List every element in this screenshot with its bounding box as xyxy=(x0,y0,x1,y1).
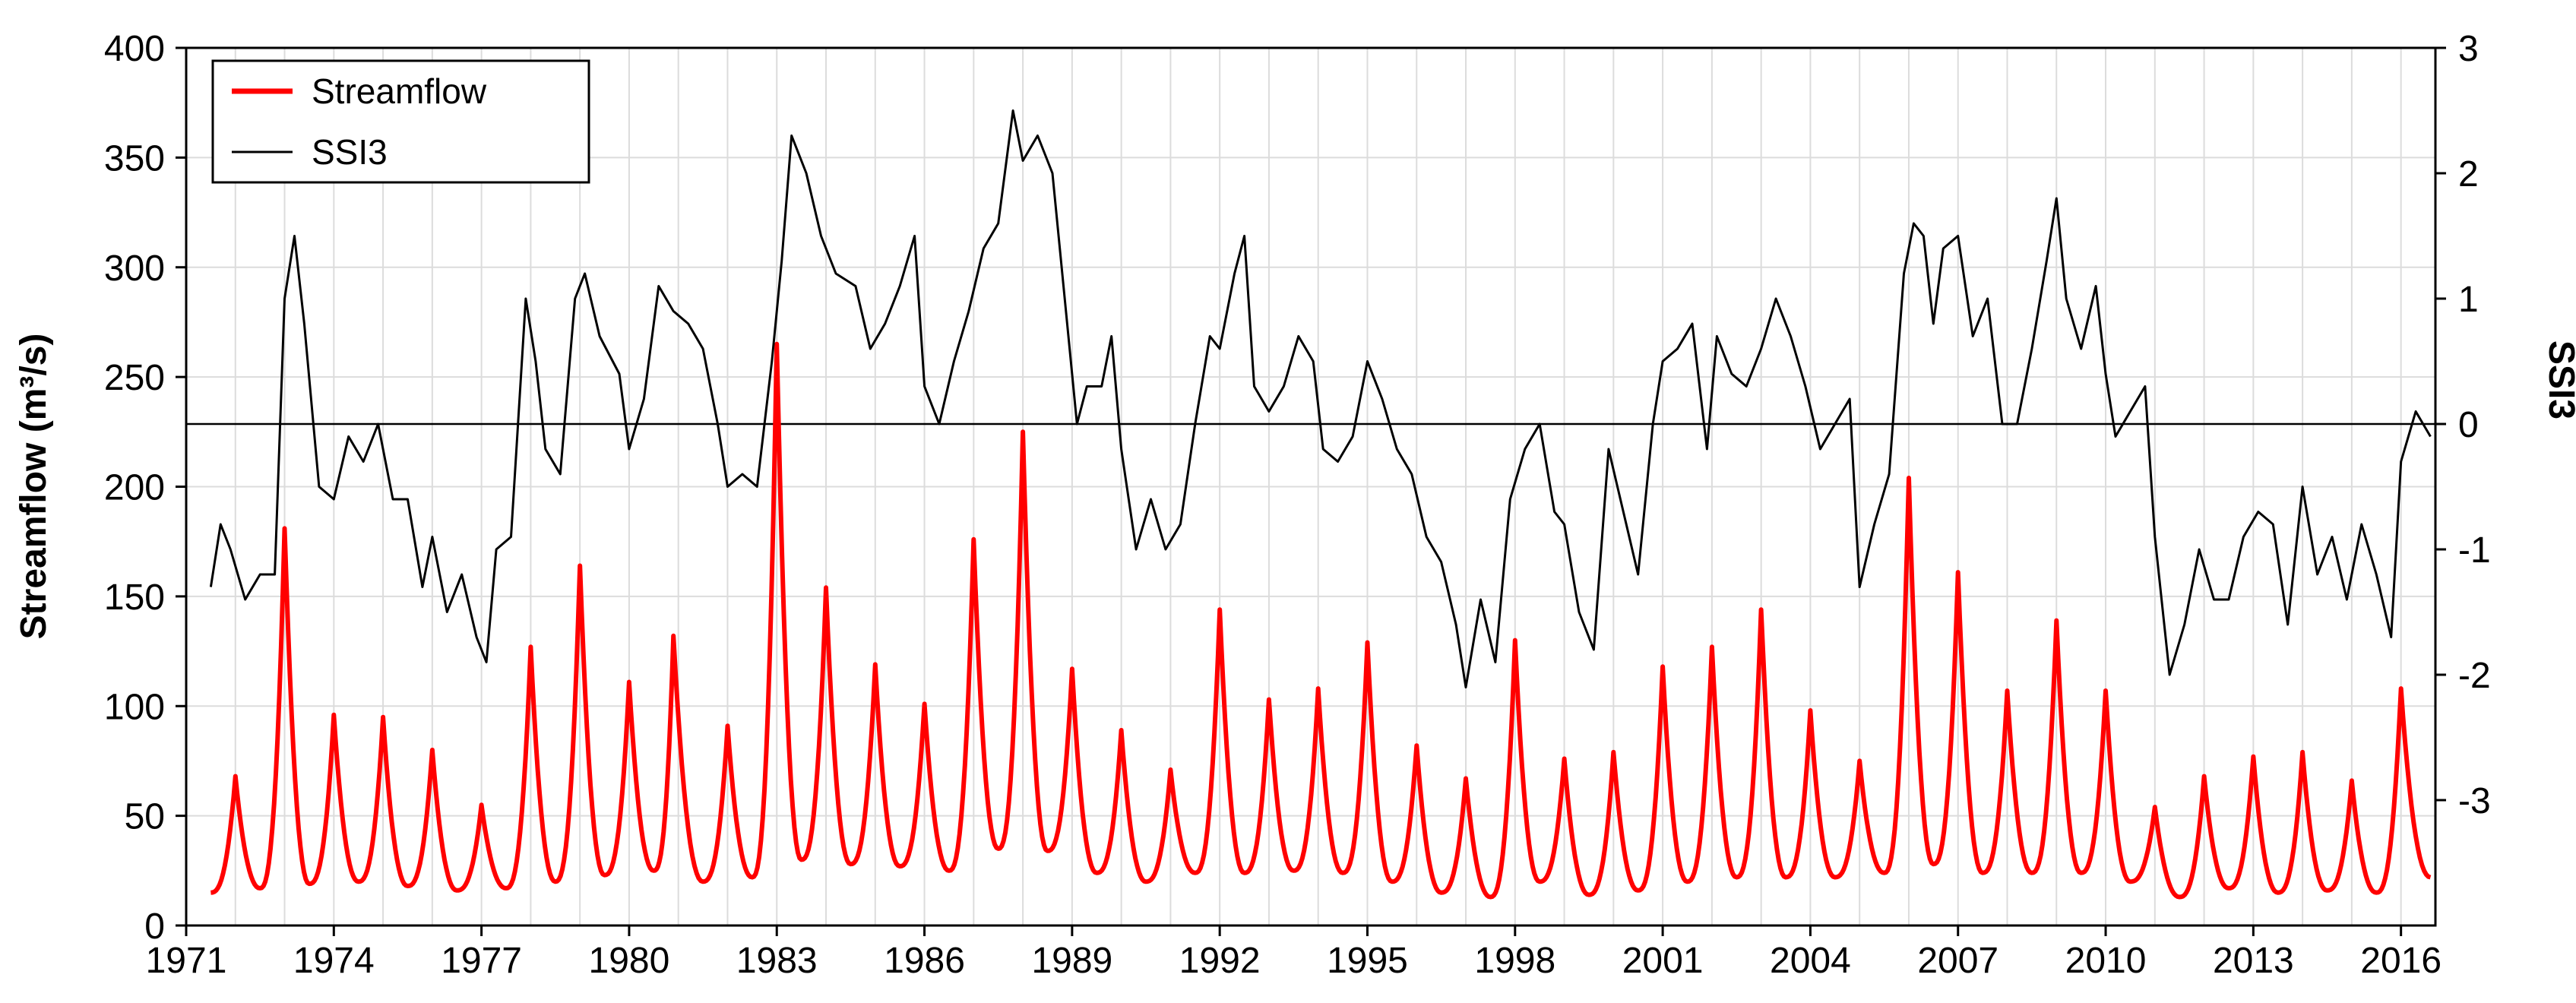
x-tick-label: 1992 xyxy=(1179,941,1261,981)
y-tick-label: 150 xyxy=(104,577,165,618)
series-layer xyxy=(209,109,2432,900)
y2-tick-label: 1 xyxy=(2458,280,2479,320)
x-tick-label: 2013 xyxy=(2213,941,2294,981)
x-tick-label: 1974 xyxy=(293,941,375,981)
x-tick-label: 1977 xyxy=(441,941,522,981)
tick-labels: 1971 1974 1977 1980 1983 1986 1989 1992 1995 1998… xyxy=(104,29,2491,981)
series-line-streamflow xyxy=(210,341,2432,900)
x-tick-label: 2004 xyxy=(1770,941,1851,981)
x-tick-label: 1983 xyxy=(736,941,818,981)
y-tick-label: 300 xyxy=(104,248,165,289)
x-tick-label: 1980 xyxy=(589,941,670,981)
legend-box xyxy=(211,59,590,184)
legend-label-ssi3: SSI3 xyxy=(312,132,388,172)
y2-tick-label: 3 xyxy=(2458,29,2479,69)
y-tick-label: 100 xyxy=(104,687,165,727)
legend: Streamflow SSI3 xyxy=(211,59,590,184)
left-axis-title: Streamflow (m³/s) xyxy=(14,334,54,640)
y2-tick-label: -1 xyxy=(2458,530,2491,571)
x-tick-label: 2016 xyxy=(2360,941,2442,981)
y-tick-label: 50 xyxy=(125,797,165,837)
y2-tick-label: -2 xyxy=(2458,656,2491,696)
x-tick-label: 1971 xyxy=(146,941,227,981)
x-tick-label: 2010 xyxy=(2065,941,2147,981)
x-tick-label: 1986 xyxy=(884,941,965,981)
y-tick-label: 0 xyxy=(144,906,165,947)
y-tick-label: 400 xyxy=(104,29,165,69)
x-tick-label: 1995 xyxy=(1327,941,1408,981)
y2-tick-label: -3 xyxy=(2458,781,2491,821)
series-line-ssi3 xyxy=(209,109,2432,688)
x-tick-label: 1998 xyxy=(1474,941,1555,981)
y-tick-label: 350 xyxy=(104,138,165,179)
y-tick-label: 200 xyxy=(104,468,165,508)
x-tick-label: 2001 xyxy=(1622,941,1704,981)
right-axis-title: SSI3 xyxy=(2541,340,2576,419)
y2-tick-label: 0 xyxy=(2458,405,2479,445)
legend-label-streamflow: Streamflow xyxy=(312,71,487,111)
y-tick-label: 250 xyxy=(104,358,165,398)
x-tick-label: 2007 xyxy=(1917,941,1998,981)
y2-tick-label: 2 xyxy=(2458,154,2479,195)
x-tick-label: 1989 xyxy=(1031,941,1112,981)
tick-marks xyxy=(176,46,2446,936)
